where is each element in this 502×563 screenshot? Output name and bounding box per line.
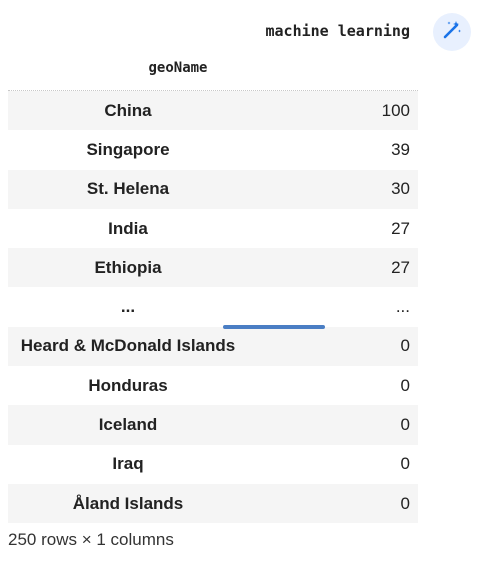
row-index: ...: [120, 297, 136, 317]
row-value: 0: [400, 454, 410, 474]
dataframe-shape-footer: 250 rows × 1 columns: [8, 530, 174, 549]
table-row-ellipsis: ... ...: [8, 287, 418, 326]
dataframe-table: machine learning geoName China 100 Singa…: [8, 12, 418, 524]
table-row: Åland Islands 0: [8, 483, 418, 524]
row-value: ...: [395, 297, 410, 317]
row-value: 39: [391, 139, 410, 159]
table-row: St. Helena 30: [8, 169, 418, 209]
row-value: 0: [400, 336, 410, 356]
table-row: China 100: [8, 91, 418, 131]
row-index: Singapore: [86, 139, 170, 159]
column-header-row: machine learning: [8, 12, 418, 50]
row-index: Honduras: [88, 375, 168, 395]
row-value: 0: [400, 415, 410, 435]
row-value: 30: [391, 179, 410, 199]
table-row: India 27: [8, 209, 418, 248]
row-value: 27: [391, 218, 410, 238]
index-name-row: geoName: [8, 50, 418, 91]
row-value: 27: [391, 257, 410, 277]
row-index: Åland Islands: [72, 493, 184, 513]
column-header: machine learning: [265, 22, 411, 40]
table-row: Ethiopia 27: [8, 248, 418, 288]
row-index: Heard & McDonald Islands: [20, 336, 236, 356]
row-index: Iceland: [98, 415, 158, 435]
row-index: India: [108, 218, 148, 238]
table-row: Heard & McDonald Islands 0: [8, 326, 418, 367]
row-index: Ethiopia: [94, 257, 162, 277]
row-index: St. Helena: [86, 179, 170, 199]
magic-wand-icon: [441, 19, 463, 46]
table-row: Honduras 0: [8, 366, 418, 405]
table-row: Iraq 0: [8, 445, 418, 484]
horizontal-scroll-indicator[interactable]: [223, 325, 325, 329]
row-index: China: [104, 100, 152, 120]
table-row: Singapore 39: [8, 130, 418, 169]
row-value: 100: [381, 100, 410, 120]
table-row: Iceland 0: [8, 405, 418, 445]
row-index: Iraq: [112, 454, 144, 474]
row-value: 0: [400, 375, 410, 395]
magic-wand-button[interactable]: [433, 13, 471, 51]
index-name: geoName: [148, 60, 208, 76]
row-value: 0: [400, 493, 410, 513]
